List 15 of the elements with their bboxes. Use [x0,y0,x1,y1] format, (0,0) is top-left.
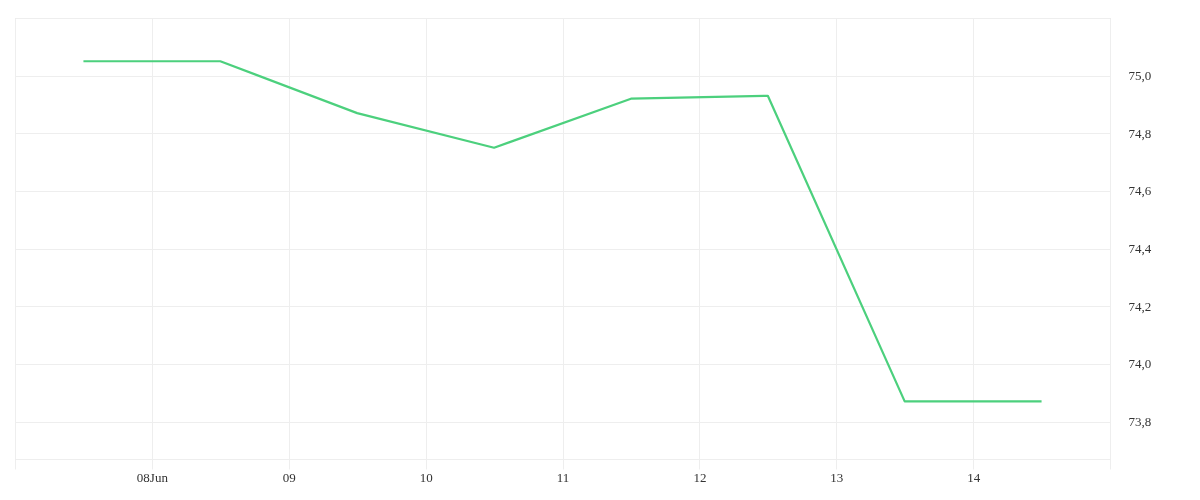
x-tick-label: 09 [282,469,296,485]
y-tick-label: 74,4 [1128,241,1152,257]
y-tick-label: 75,0 [1128,68,1152,84]
y-tick-label: 73,8 [1128,414,1152,430]
y-tick-label: 74,6 [1128,183,1152,199]
x-tick-label: 11 [556,469,570,485]
x-tick-label: 14 [967,469,981,485]
x-tick-label: 10 [419,469,433,485]
x-tick-label: 13 [830,469,844,485]
x-tick-label: 08Jun [136,469,169,485]
y-tick-label: 74,8 [1128,125,1152,141]
y-tick-label: 74,0 [1128,356,1152,372]
x-tick-label: 12 [693,469,707,485]
y-tick-label: 74,2 [1128,298,1152,314]
line-series [82,60,1043,403]
